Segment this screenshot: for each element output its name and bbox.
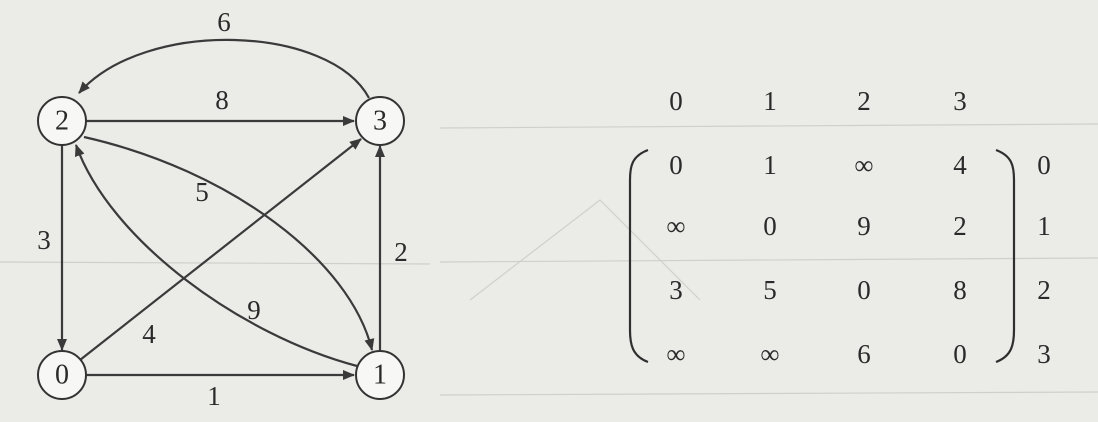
- matrix-row-header: 2: [1037, 275, 1051, 305]
- graph-node-0: 0: [37, 350, 87, 400]
- matrix-cell: 4: [953, 150, 967, 180]
- node-label: 3: [373, 106, 387, 137]
- matrix-left-bracket: [628, 148, 649, 364]
- weight-0-3: 4: [142, 319, 156, 349]
- weight-1-2: 9: [247, 295, 261, 325]
- weight-3-2: 6: [217, 7, 231, 37]
- edge-3-to-2: [78, 38, 370, 99]
- graph-node-2: 2: [37, 96, 87, 146]
- matrix-cell: 5: [763, 275, 777, 305]
- node-label: 1: [373, 360, 387, 391]
- matrix-row-header: 1: [1037, 211, 1051, 241]
- matrix-cell: 0: [953, 339, 967, 369]
- background-texture: [0, 123, 1098, 396]
- matrix-column-header: 0: [669, 86, 683, 116]
- matrix-right-bracket: [995, 148, 1016, 364]
- weight-1-3: 2: [394, 237, 408, 267]
- matrix-cell: ∞: [854, 150, 873, 180]
- node-label: 2: [55, 106, 69, 137]
- matrix-cell: ∞: [666, 339, 685, 369]
- matrix-column-header: 1: [763, 86, 777, 116]
- matrix-cell: 6: [857, 339, 871, 369]
- matrix-column-header: 2: [857, 86, 871, 116]
- weight-0-1: 1: [207, 381, 221, 411]
- matrix-cell: 0: [669, 150, 683, 180]
- adjacency-matrix: 0 1 2 3 0 1 ∞ 4 ∞ 0 9 2 3 5 0 8 ∞ ∞ 6 0 …: [628, 86, 1051, 369]
- weight-2-3: 8: [215, 85, 229, 115]
- edge-2-to-1: [83, 135, 375, 351]
- graph-node-3: 3: [355, 96, 405, 146]
- matrix-cell: 2: [953, 211, 967, 241]
- matrix-cell: ∞: [760, 339, 779, 369]
- node-label: 0: [55, 360, 69, 391]
- directed-graph: 6 8 5 9 3 4 2 1 2 3 0 1: [37, 7, 408, 411]
- edge-0-to-3: [79, 138, 362, 361]
- matrix-cell: 3: [669, 275, 683, 305]
- matrix-cell: 1: [763, 150, 777, 180]
- matrix-cell: 0: [857, 275, 871, 305]
- matrix-cell: 9: [857, 211, 871, 241]
- weight-2-0: 3: [37, 225, 51, 255]
- matrix-row-header: 3: [1037, 339, 1051, 369]
- matrix-row-header: 0: [1037, 150, 1051, 180]
- weight-2-1: 5: [195, 177, 209, 207]
- graph-node-1: 1: [355, 350, 405, 400]
- matrix-column-header: 3: [953, 86, 967, 116]
- matrix-cell: 0: [763, 211, 777, 241]
- edge-1-to-2: [74, 144, 358, 368]
- matrix-cell: ∞: [666, 211, 685, 241]
- matrix-cell: 8: [953, 275, 967, 305]
